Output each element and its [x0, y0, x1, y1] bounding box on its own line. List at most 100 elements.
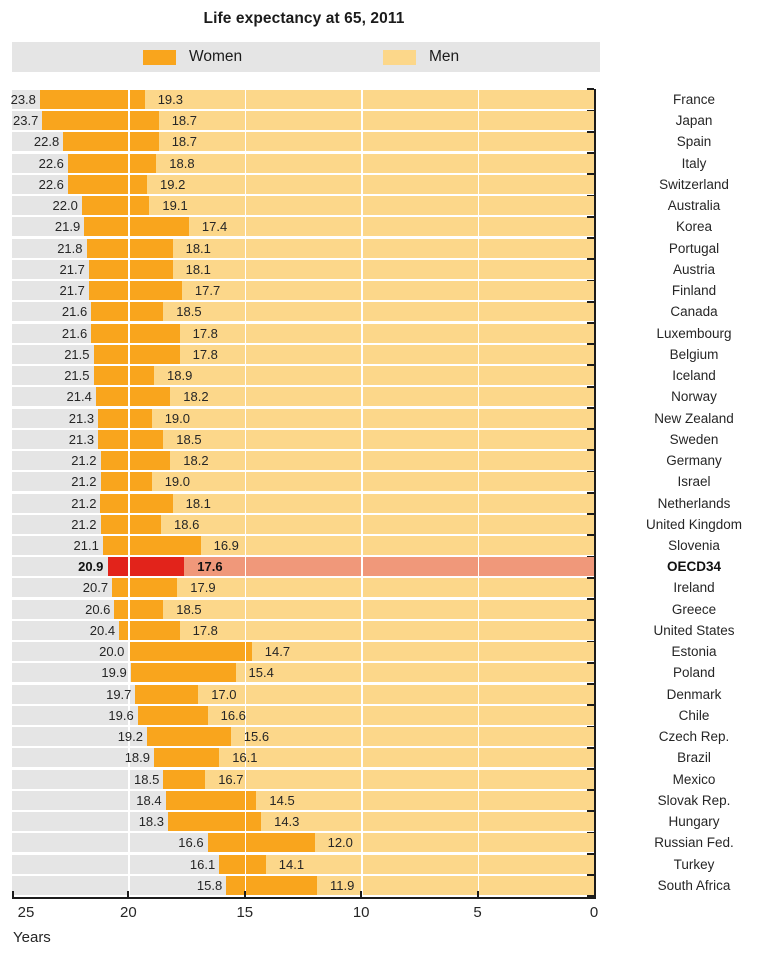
country-label: Estonia — [671, 644, 717, 660]
country-label: Iceland — [672, 368, 716, 384]
chart-row: 18.9 16.1 — [12, 748, 594, 768]
women-bar — [93, 344, 180, 364]
chart-row: 21.3 19.0 — [12, 408, 594, 428]
country-label: Luxembourg — [656, 325, 732, 341]
country-label: Australia — [667, 198, 721, 214]
women-value-label: 19.2 — [117, 729, 143, 745]
women-value-label: 18.3 — [138, 814, 164, 830]
men-bar — [265, 854, 594, 874]
chart-row: 22.6 19.2 — [12, 174, 594, 194]
chart-row: 15.8 11.9 — [12, 875, 594, 895]
women-bar — [165, 790, 257, 810]
women-value-label: 22.0 — [52, 198, 78, 214]
men-bar — [170, 451, 594, 471]
right-axis-tick — [587, 258, 594, 261]
men-value-label: 18.2 — [183, 389, 209, 405]
chart-row: 20.4 17.8 — [12, 620, 594, 640]
chart-row: 22.8 18.7 — [12, 132, 594, 152]
women-bar — [219, 854, 266, 874]
men-bar — [179, 620, 594, 640]
country-label: Mexico — [672, 771, 716, 787]
men-value-label: 17.9 — [190, 580, 216, 596]
chart-row: 23.8 19.3 — [11, 90, 594, 109]
right-axis-tick — [587, 449, 594, 452]
men-value-label: 18.9 — [167, 368, 193, 384]
men-value-label: 17.7 — [194, 283, 221, 299]
women-bar — [39, 90, 145, 109]
right-axis-tick — [587, 789, 594, 792]
men-value-label: 18.1 — [185, 261, 211, 277]
women-bar — [100, 493, 173, 513]
men-bar — [181, 281, 594, 301]
men-value-label: 14.3 — [274, 814, 300, 830]
chart-row: 21.6 17.8 — [12, 323, 594, 343]
country-label: Czech Rep. — [658, 729, 730, 745]
chart-row: 18.3 14.3 — [12, 812, 594, 832]
men-value-label: 18.5 — [176, 601, 202, 617]
women-value-label: 21.7 — [59, 283, 85, 299]
right-axis-tick — [587, 767, 594, 770]
chart-title: Life expectancy at 65, 2011 — [203, 10, 405, 27]
country-label: Germany — [666, 453, 722, 469]
right-axis-tick — [587, 852, 594, 855]
chart-row: 19.6 16.6 — [12, 705, 594, 725]
women-value-label: 21.8 — [57, 240, 83, 256]
men-bar — [158, 132, 594, 152]
men-bar — [184, 557, 594, 577]
x-axis-tick — [12, 890, 14, 897]
women-value-label: 21.2 — [71, 453, 97, 469]
men-bar — [314, 833, 594, 853]
men-bar — [261, 812, 594, 832]
chart-row: 18.4 14.5 — [12, 790, 594, 810]
women-bar — [163, 769, 206, 789]
right-axis-tick — [587, 406, 594, 409]
men-value-label: 19.0 — [164, 410, 190, 426]
x-axis-tick — [243, 890, 246, 897]
men-bar — [251, 642, 594, 662]
country-label: Hungary — [668, 814, 720, 830]
right-axis-tick — [587, 173, 594, 176]
men-value-label: 19.1 — [162, 198, 188, 214]
legend: Women Men — [12, 42, 600, 72]
men-bar — [230, 727, 594, 747]
chart-row: 19.9 15.4 — [12, 663, 594, 683]
right-axis-tick — [587, 364, 594, 367]
men-bar — [163, 599, 594, 619]
men-value-label: 16.1 — [232, 750, 258, 766]
right-axis-tick — [587, 215, 594, 218]
women-bar — [67, 174, 147, 194]
legend-item-women: Women — [143, 42, 242, 72]
men-bar — [144, 90, 594, 109]
women-value-label: 21.9 — [54, 219, 81, 235]
women-color-swatch — [143, 49, 176, 65]
chart-row: 21.2 18.2 — [12, 451, 594, 471]
country-label: Switzerland — [659, 176, 729, 192]
country-label: Finland — [671, 283, 717, 299]
country-label: Portugal — [668, 240, 720, 256]
women-value-label: 21.2 — [71, 516, 97, 532]
right-axis-tick — [587, 470, 594, 473]
chart-row: 16.6 12.0 — [12, 833, 594, 853]
women-value-label: 20.4 — [89, 622, 116, 638]
right-axis-tick — [587, 300, 594, 303]
chart-row: 19.7 17.0 — [12, 684, 594, 704]
chart-row: 20.7 17.9 — [12, 578, 594, 598]
women-value-label: 21.6 — [61, 325, 88, 341]
women-bar — [168, 812, 262, 832]
women-value-label: 23.7 — [13, 113, 39, 129]
right-axis-tick — [587, 831, 594, 834]
women-value-label: 18.4 — [136, 792, 162, 808]
men-bar — [188, 217, 594, 237]
men-value-label: 17.8 — [192, 325, 218, 341]
men-bar — [151, 472, 594, 492]
men-value-label: 15.4 — [248, 665, 274, 681]
men-color-swatch — [383, 49, 416, 65]
women-bar — [100, 514, 161, 534]
right-axis-tick — [587, 895, 594, 898]
right-axis-tick — [587, 152, 594, 154]
men-value-label: 19.0 — [164, 474, 190, 490]
right-axis-tick — [587, 619, 594, 622]
men-value-label: 14.7 — [264, 644, 291, 660]
chart-row: 21.9 17.4 — [12, 217, 594, 237]
women-bar — [226, 875, 317, 895]
